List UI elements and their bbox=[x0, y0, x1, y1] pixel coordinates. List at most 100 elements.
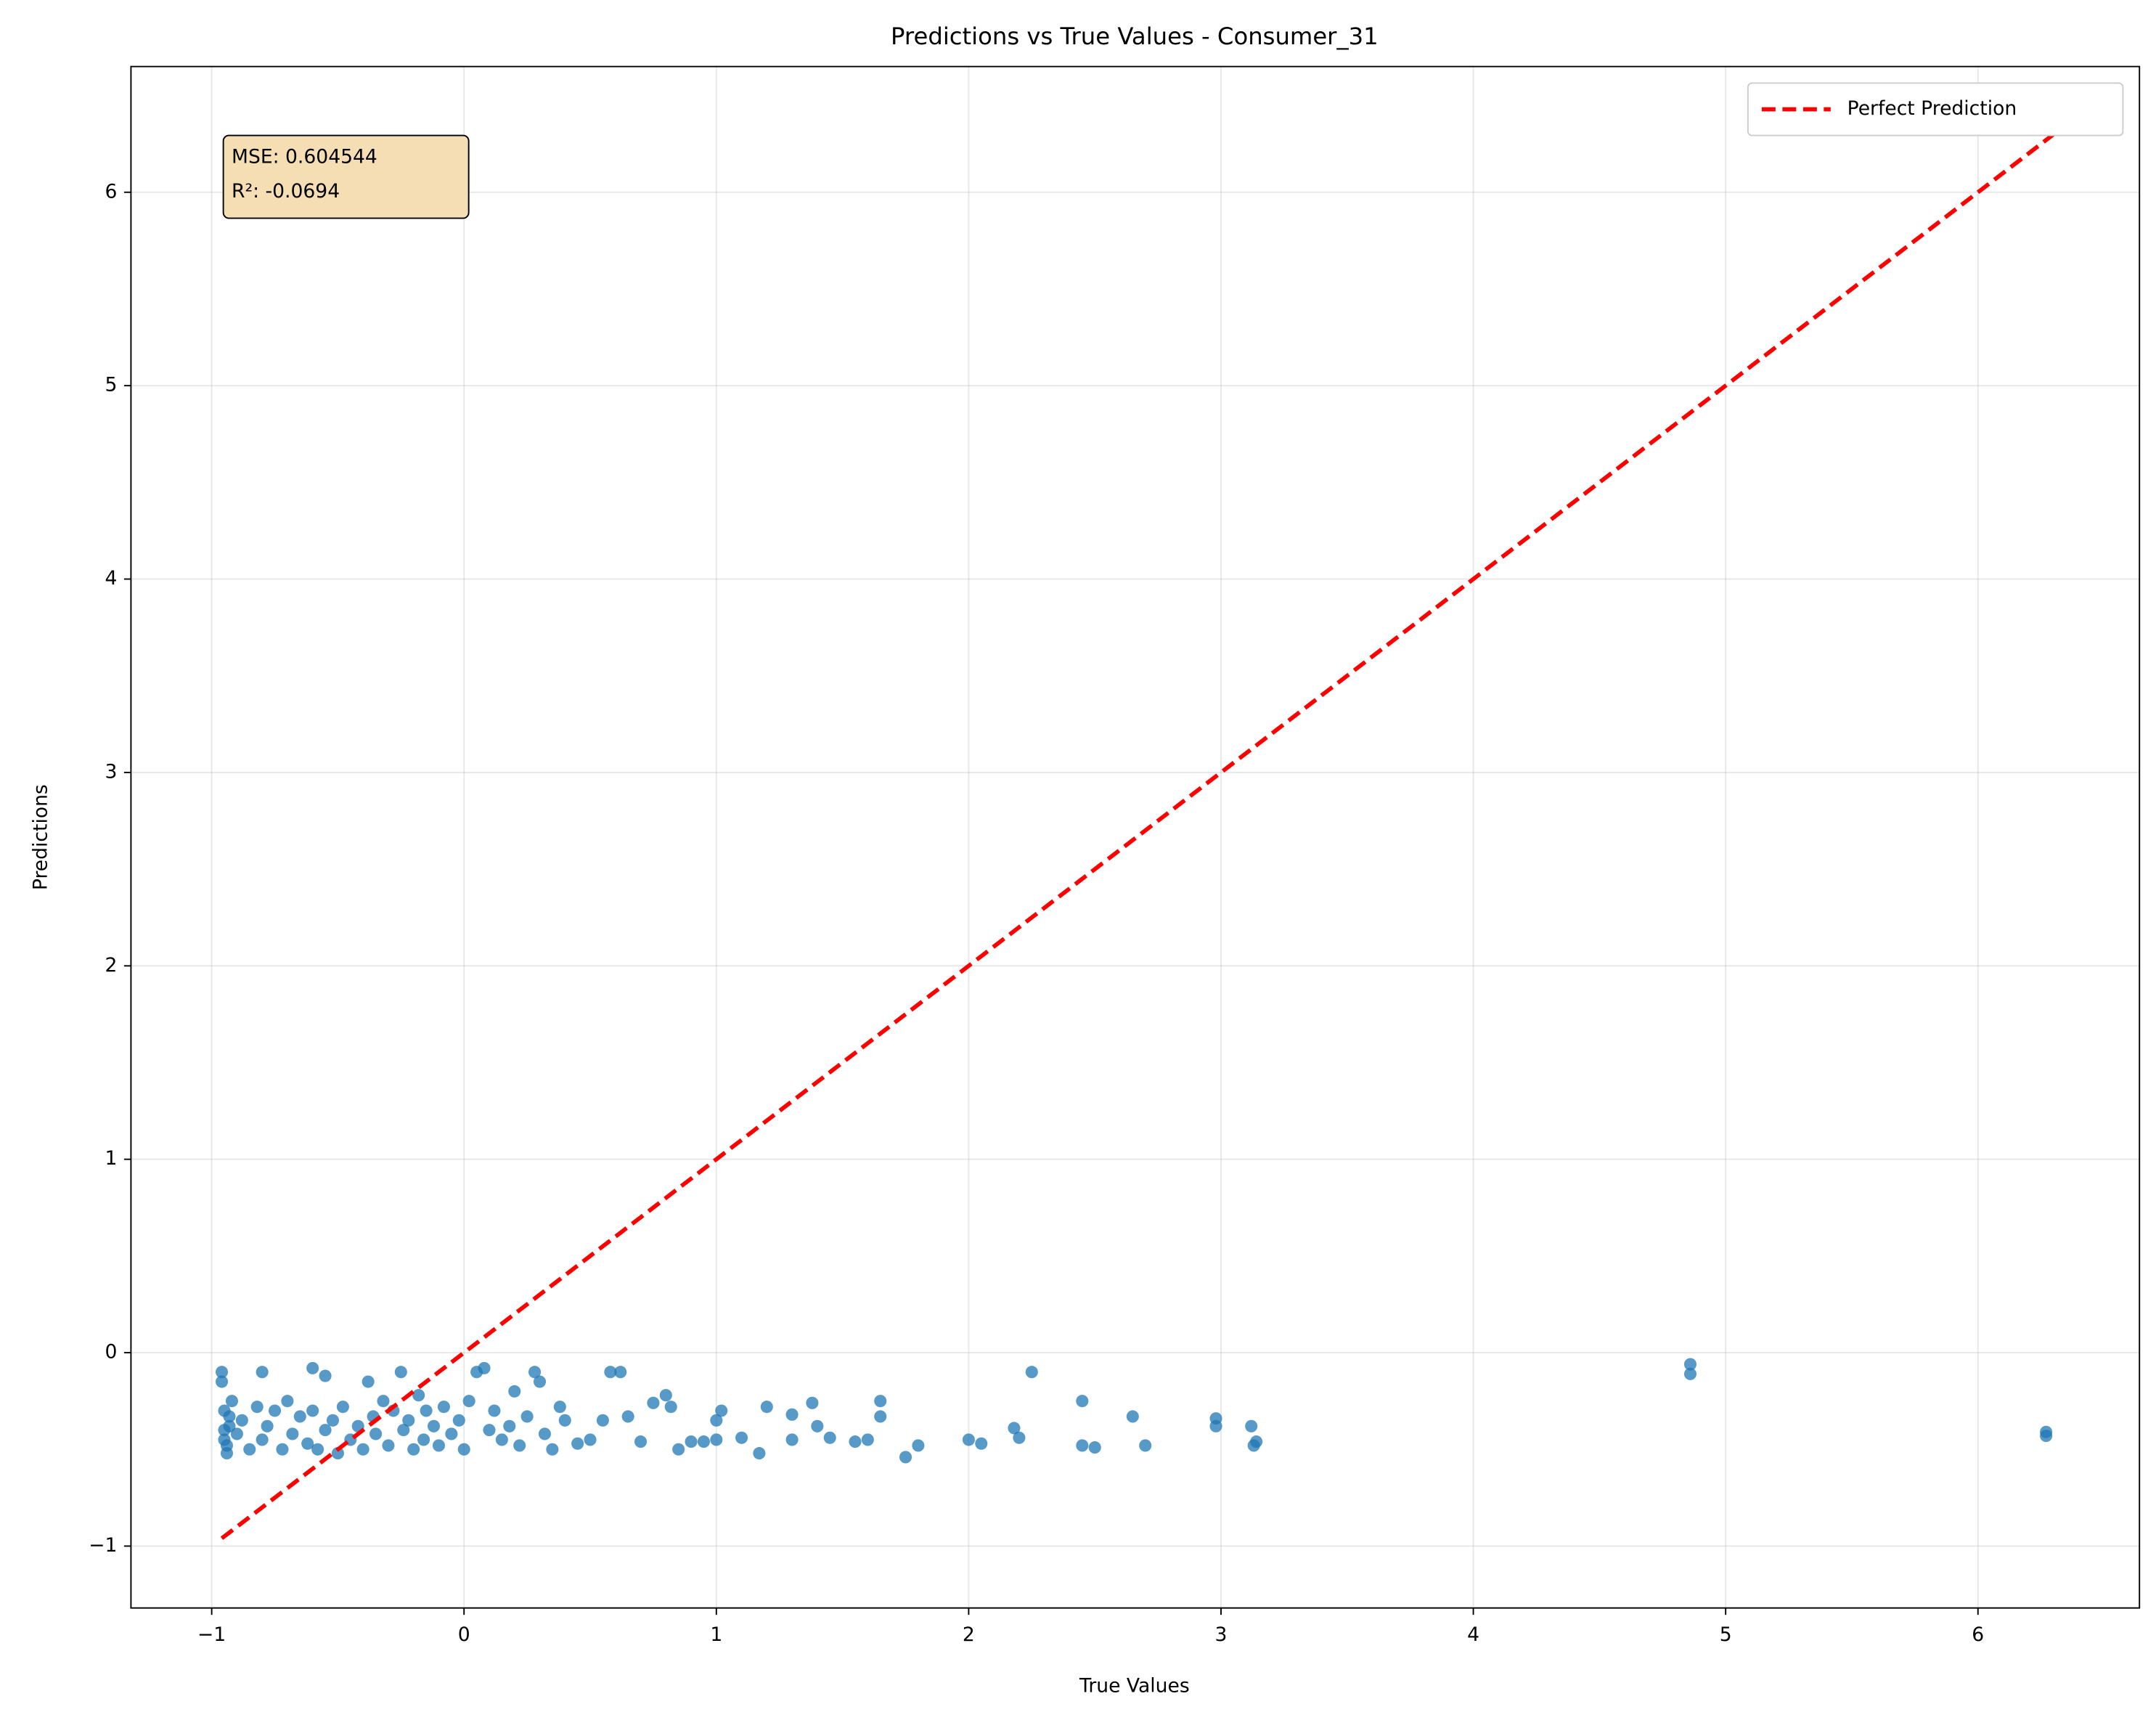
scatter-point bbox=[1683, 1358, 1697, 1371]
y-tick-label: 1 bbox=[105, 1147, 117, 1170]
x-tick-label: −1 bbox=[197, 1623, 226, 1646]
scatter-point bbox=[495, 1433, 508, 1446]
scatter-point bbox=[437, 1401, 450, 1414]
scatter-point bbox=[503, 1419, 516, 1432]
scatter-point bbox=[553, 1401, 566, 1414]
y-tick-label: 5 bbox=[105, 374, 117, 396]
scatter-point bbox=[1076, 1439, 1089, 1452]
scatter-point bbox=[306, 1404, 319, 1417]
scatter-point bbox=[861, 1433, 874, 1446]
scatter-point bbox=[760, 1401, 773, 1414]
scatter-point bbox=[1008, 1422, 1021, 1435]
scatter-point bbox=[647, 1396, 660, 1409]
scatter-point bbox=[975, 1437, 988, 1450]
scatter-point bbox=[215, 1366, 229, 1379]
scatter-point bbox=[614, 1366, 627, 1379]
scatter-point bbox=[1683, 1367, 1697, 1380]
x-tick-label: 3 bbox=[1215, 1623, 1228, 1646]
x-tick-label: 1 bbox=[710, 1623, 722, 1646]
scatter-point bbox=[874, 1395, 887, 1408]
scatter-point bbox=[306, 1361, 319, 1374]
legend-label: Perfect Prediction bbox=[1847, 97, 2017, 120]
scatter-point bbox=[1076, 1395, 1089, 1408]
scatter-point bbox=[326, 1414, 340, 1427]
scatter-point bbox=[715, 1404, 728, 1417]
scatter-point bbox=[293, 1410, 306, 1423]
scatter-point bbox=[596, 1414, 609, 1427]
scatter-point bbox=[962, 1433, 975, 1446]
scatter-point bbox=[311, 1443, 324, 1456]
y-tick-label: 4 bbox=[105, 567, 117, 590]
scatter-point bbox=[1126, 1410, 1139, 1423]
scatter-point bbox=[874, 1410, 887, 1423]
scatter-point bbox=[685, 1435, 698, 1448]
scatter-point bbox=[319, 1369, 332, 1382]
scatter-point bbox=[571, 1437, 584, 1450]
scatter-point bbox=[1025, 1366, 1038, 1379]
scatter-point bbox=[806, 1396, 819, 1409]
x-tick-label: 5 bbox=[1720, 1623, 1732, 1646]
scatter-point bbox=[256, 1433, 269, 1446]
scatter-point bbox=[369, 1427, 383, 1440]
scatter-point bbox=[223, 1410, 236, 1423]
annotation-box bbox=[222, 134, 470, 219]
scatter-point bbox=[407, 1443, 420, 1456]
scatter-point bbox=[664, 1401, 677, 1414]
scatter-point bbox=[377, 1395, 390, 1408]
reference-line bbox=[220, 132, 2055, 1541]
scatter-point bbox=[697, 1435, 710, 1448]
scatter-point bbox=[394, 1366, 407, 1379]
scatter-point bbox=[1088, 1441, 1101, 1454]
y-tick-label: 2 bbox=[105, 954, 117, 977]
x-tick-label: 6 bbox=[1972, 1623, 1984, 1646]
scatter-point bbox=[225, 1395, 238, 1408]
scatter-point bbox=[823, 1431, 836, 1444]
scatter-point bbox=[243, 1443, 256, 1456]
annotation-text: MSE: 0.604544 bbox=[232, 145, 377, 168]
y-tick-label: 0 bbox=[105, 1341, 117, 1364]
x-tick-label: 4 bbox=[1467, 1623, 1479, 1646]
scatter-point bbox=[634, 1435, 648, 1448]
scatter-point bbox=[382, 1439, 395, 1452]
scatter-point bbox=[735, 1431, 748, 1444]
chart-title: Predictions vs True Values - Consumer_31 bbox=[891, 23, 1379, 50]
scatter-point bbox=[432, 1439, 446, 1452]
scatter-point bbox=[488, 1404, 501, 1417]
scatter-point bbox=[256, 1366, 269, 1379]
scatter-point bbox=[672, 1443, 685, 1456]
annotation-text: R²: -0.0694 bbox=[232, 180, 340, 203]
scatter-point bbox=[250, 1401, 264, 1414]
scatter-point bbox=[215, 1375, 229, 1388]
scatter-point bbox=[276, 1443, 289, 1456]
x-axis-label: True Values bbox=[1079, 1674, 1190, 1697]
scatter-point bbox=[508, 1385, 521, 1398]
scatter-point bbox=[785, 1408, 799, 1421]
scatter-point bbox=[520, 1410, 534, 1423]
scatter-point bbox=[2040, 1430, 2053, 1443]
scatter-point bbox=[538, 1427, 551, 1440]
scatter-point bbox=[412, 1389, 425, 1402]
scatter-point bbox=[397, 1424, 410, 1437]
scatter-point bbox=[849, 1435, 862, 1448]
y-tick-label: 6 bbox=[105, 180, 117, 203]
scatter-point bbox=[261, 1419, 274, 1432]
scatter-point bbox=[753, 1447, 766, 1460]
plot-frame bbox=[130, 65, 2141, 1609]
scatter-point bbox=[811, 1419, 824, 1432]
scatter-point bbox=[584, 1433, 597, 1446]
scatter-point bbox=[218, 1424, 231, 1437]
scatter-point bbox=[235, 1414, 248, 1427]
scatter-point bbox=[457, 1443, 470, 1456]
scatter-point bbox=[659, 1389, 672, 1402]
scatter-point bbox=[1013, 1431, 1026, 1444]
y-axis-label: Predictions bbox=[29, 784, 52, 890]
scatter-point bbox=[621, 1410, 634, 1423]
scatter-point bbox=[513, 1439, 526, 1452]
scatter-point bbox=[710, 1414, 723, 1427]
scatter-point bbox=[1250, 1435, 1263, 1448]
scatter-point bbox=[710, 1433, 723, 1446]
scatter-point bbox=[230, 1427, 243, 1440]
legend-box bbox=[1747, 82, 2124, 136]
